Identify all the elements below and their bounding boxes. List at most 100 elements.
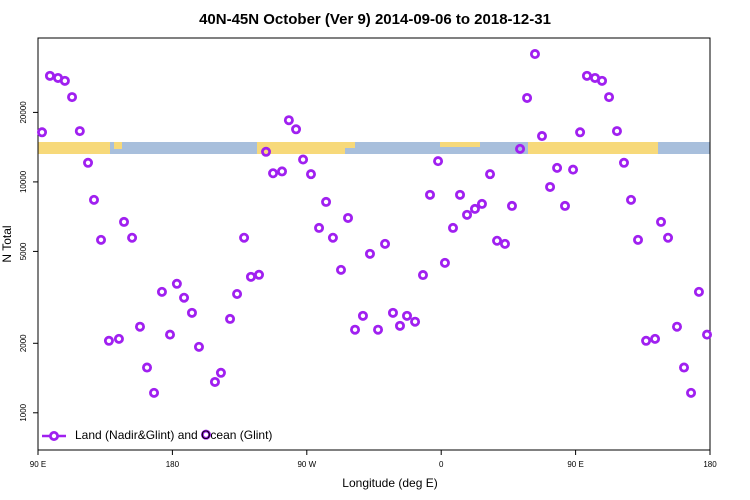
data-point bbox=[134, 321, 145, 332]
data-point bbox=[492, 235, 503, 246]
data-point bbox=[335, 264, 346, 275]
y-tick-label: 2000 bbox=[19, 334, 28, 352]
y-axis-label: N Total bbox=[0, 225, 14, 262]
y-tick-label: 20000 bbox=[19, 101, 28, 124]
data-point bbox=[254, 269, 265, 280]
land-strip bbox=[114, 142, 122, 149]
data-point bbox=[149, 387, 160, 398]
y-tick-label: 10000 bbox=[19, 170, 28, 193]
data-point bbox=[37, 127, 48, 138]
data-point bbox=[671, 321, 682, 332]
data-point bbox=[424, 189, 435, 200]
data-point bbox=[686, 387, 697, 398]
data-point bbox=[298, 154, 309, 165]
legend-label: Land (Nadir&Glint) and Ocean (Glint) bbox=[75, 428, 272, 442]
data-point bbox=[499, 238, 510, 249]
land-strip bbox=[257, 142, 345, 154]
x-tick-label: 90 E bbox=[30, 460, 46, 469]
data-point bbox=[702, 329, 713, 340]
data-point bbox=[462, 209, 473, 220]
legend-marker bbox=[49, 430, 60, 441]
land-mask bbox=[38, 142, 710, 154]
data-point bbox=[693, 286, 704, 297]
data-point bbox=[447, 222, 458, 233]
plot-frame bbox=[37, 37, 711, 451]
x-tick-label: 90 W bbox=[297, 460, 316, 469]
x-tick-label: 180 bbox=[166, 460, 180, 469]
data-point bbox=[127, 232, 138, 243]
data-point bbox=[373, 324, 384, 335]
data-point bbox=[67, 92, 78, 103]
data-point bbox=[380, 238, 391, 249]
data-point bbox=[245, 271, 256, 282]
data-point bbox=[568, 164, 579, 175]
land-strip bbox=[528, 142, 658, 154]
data-point bbox=[59, 75, 70, 86]
data-point bbox=[633, 234, 644, 245]
x-tick-label: 180 bbox=[703, 460, 717, 469]
data-point bbox=[364, 248, 375, 259]
data-point bbox=[357, 310, 368, 321]
data-point bbox=[604, 92, 615, 103]
data-point bbox=[597, 75, 608, 86]
data-point bbox=[277, 166, 288, 177]
data-point bbox=[215, 367, 226, 378]
data-point bbox=[506, 200, 517, 211]
data-point bbox=[343, 212, 354, 223]
legend-item: Land (Nadir&Glint) and Ocean (Glint) bbox=[42, 428, 272, 442]
y-tick-label: 1000 bbox=[19, 403, 28, 421]
data-point bbox=[663, 232, 674, 243]
data-point bbox=[119, 216, 130, 227]
data-point bbox=[417, 270, 428, 281]
data-point bbox=[469, 203, 480, 214]
data-point bbox=[96, 234, 107, 245]
data-point bbox=[410, 316, 421, 327]
data-point bbox=[485, 169, 496, 180]
data-point bbox=[165, 329, 176, 340]
x-axis-label: Longitude (deg E) bbox=[342, 476, 437, 490]
data-point bbox=[171, 278, 182, 289]
data-point bbox=[186, 307, 197, 318]
x-tick-label: 90 E bbox=[567, 460, 583, 469]
data-point bbox=[44, 70, 55, 81]
data-point bbox=[611, 126, 622, 137]
land-strip bbox=[440, 142, 480, 147]
data-point bbox=[455, 189, 466, 200]
data-point bbox=[650, 333, 661, 344]
data-point bbox=[261, 146, 272, 157]
data-point bbox=[515, 143, 526, 154]
data-point bbox=[476, 198, 487, 209]
data-point bbox=[575, 127, 586, 138]
data-point bbox=[321, 196, 332, 207]
data-point bbox=[402, 310, 413, 321]
y-tick-label: 5000 bbox=[19, 242, 28, 260]
data-point bbox=[545, 181, 556, 192]
data-point bbox=[581, 70, 592, 81]
chart-title: 40N-45N October (Ver 9) 2014-09-06 to 20… bbox=[199, 11, 551, 28]
data-point bbox=[641, 335, 652, 346]
data-point bbox=[439, 257, 450, 268]
data-point bbox=[83, 157, 94, 168]
x-tick-label: 0 bbox=[439, 460, 444, 469]
data-point bbox=[559, 200, 570, 211]
data-point bbox=[74, 126, 85, 137]
data-point bbox=[193, 341, 204, 352]
data-point bbox=[314, 222, 325, 233]
data-point bbox=[656, 216, 667, 227]
data-point bbox=[239, 232, 250, 243]
data-point bbox=[232, 288, 243, 299]
data-point bbox=[200, 429, 211, 440]
data-point bbox=[179, 292, 190, 303]
data-point bbox=[113, 333, 124, 344]
data-point bbox=[529, 49, 540, 60]
data-point bbox=[679, 362, 690, 373]
data-point bbox=[394, 320, 405, 331]
data-point bbox=[618, 157, 629, 168]
data-point bbox=[89, 194, 100, 205]
data-point bbox=[268, 168, 279, 179]
data-point bbox=[626, 194, 637, 205]
land-strip bbox=[38, 142, 110, 154]
data-point bbox=[387, 307, 398, 318]
land-strip bbox=[345, 142, 355, 148]
